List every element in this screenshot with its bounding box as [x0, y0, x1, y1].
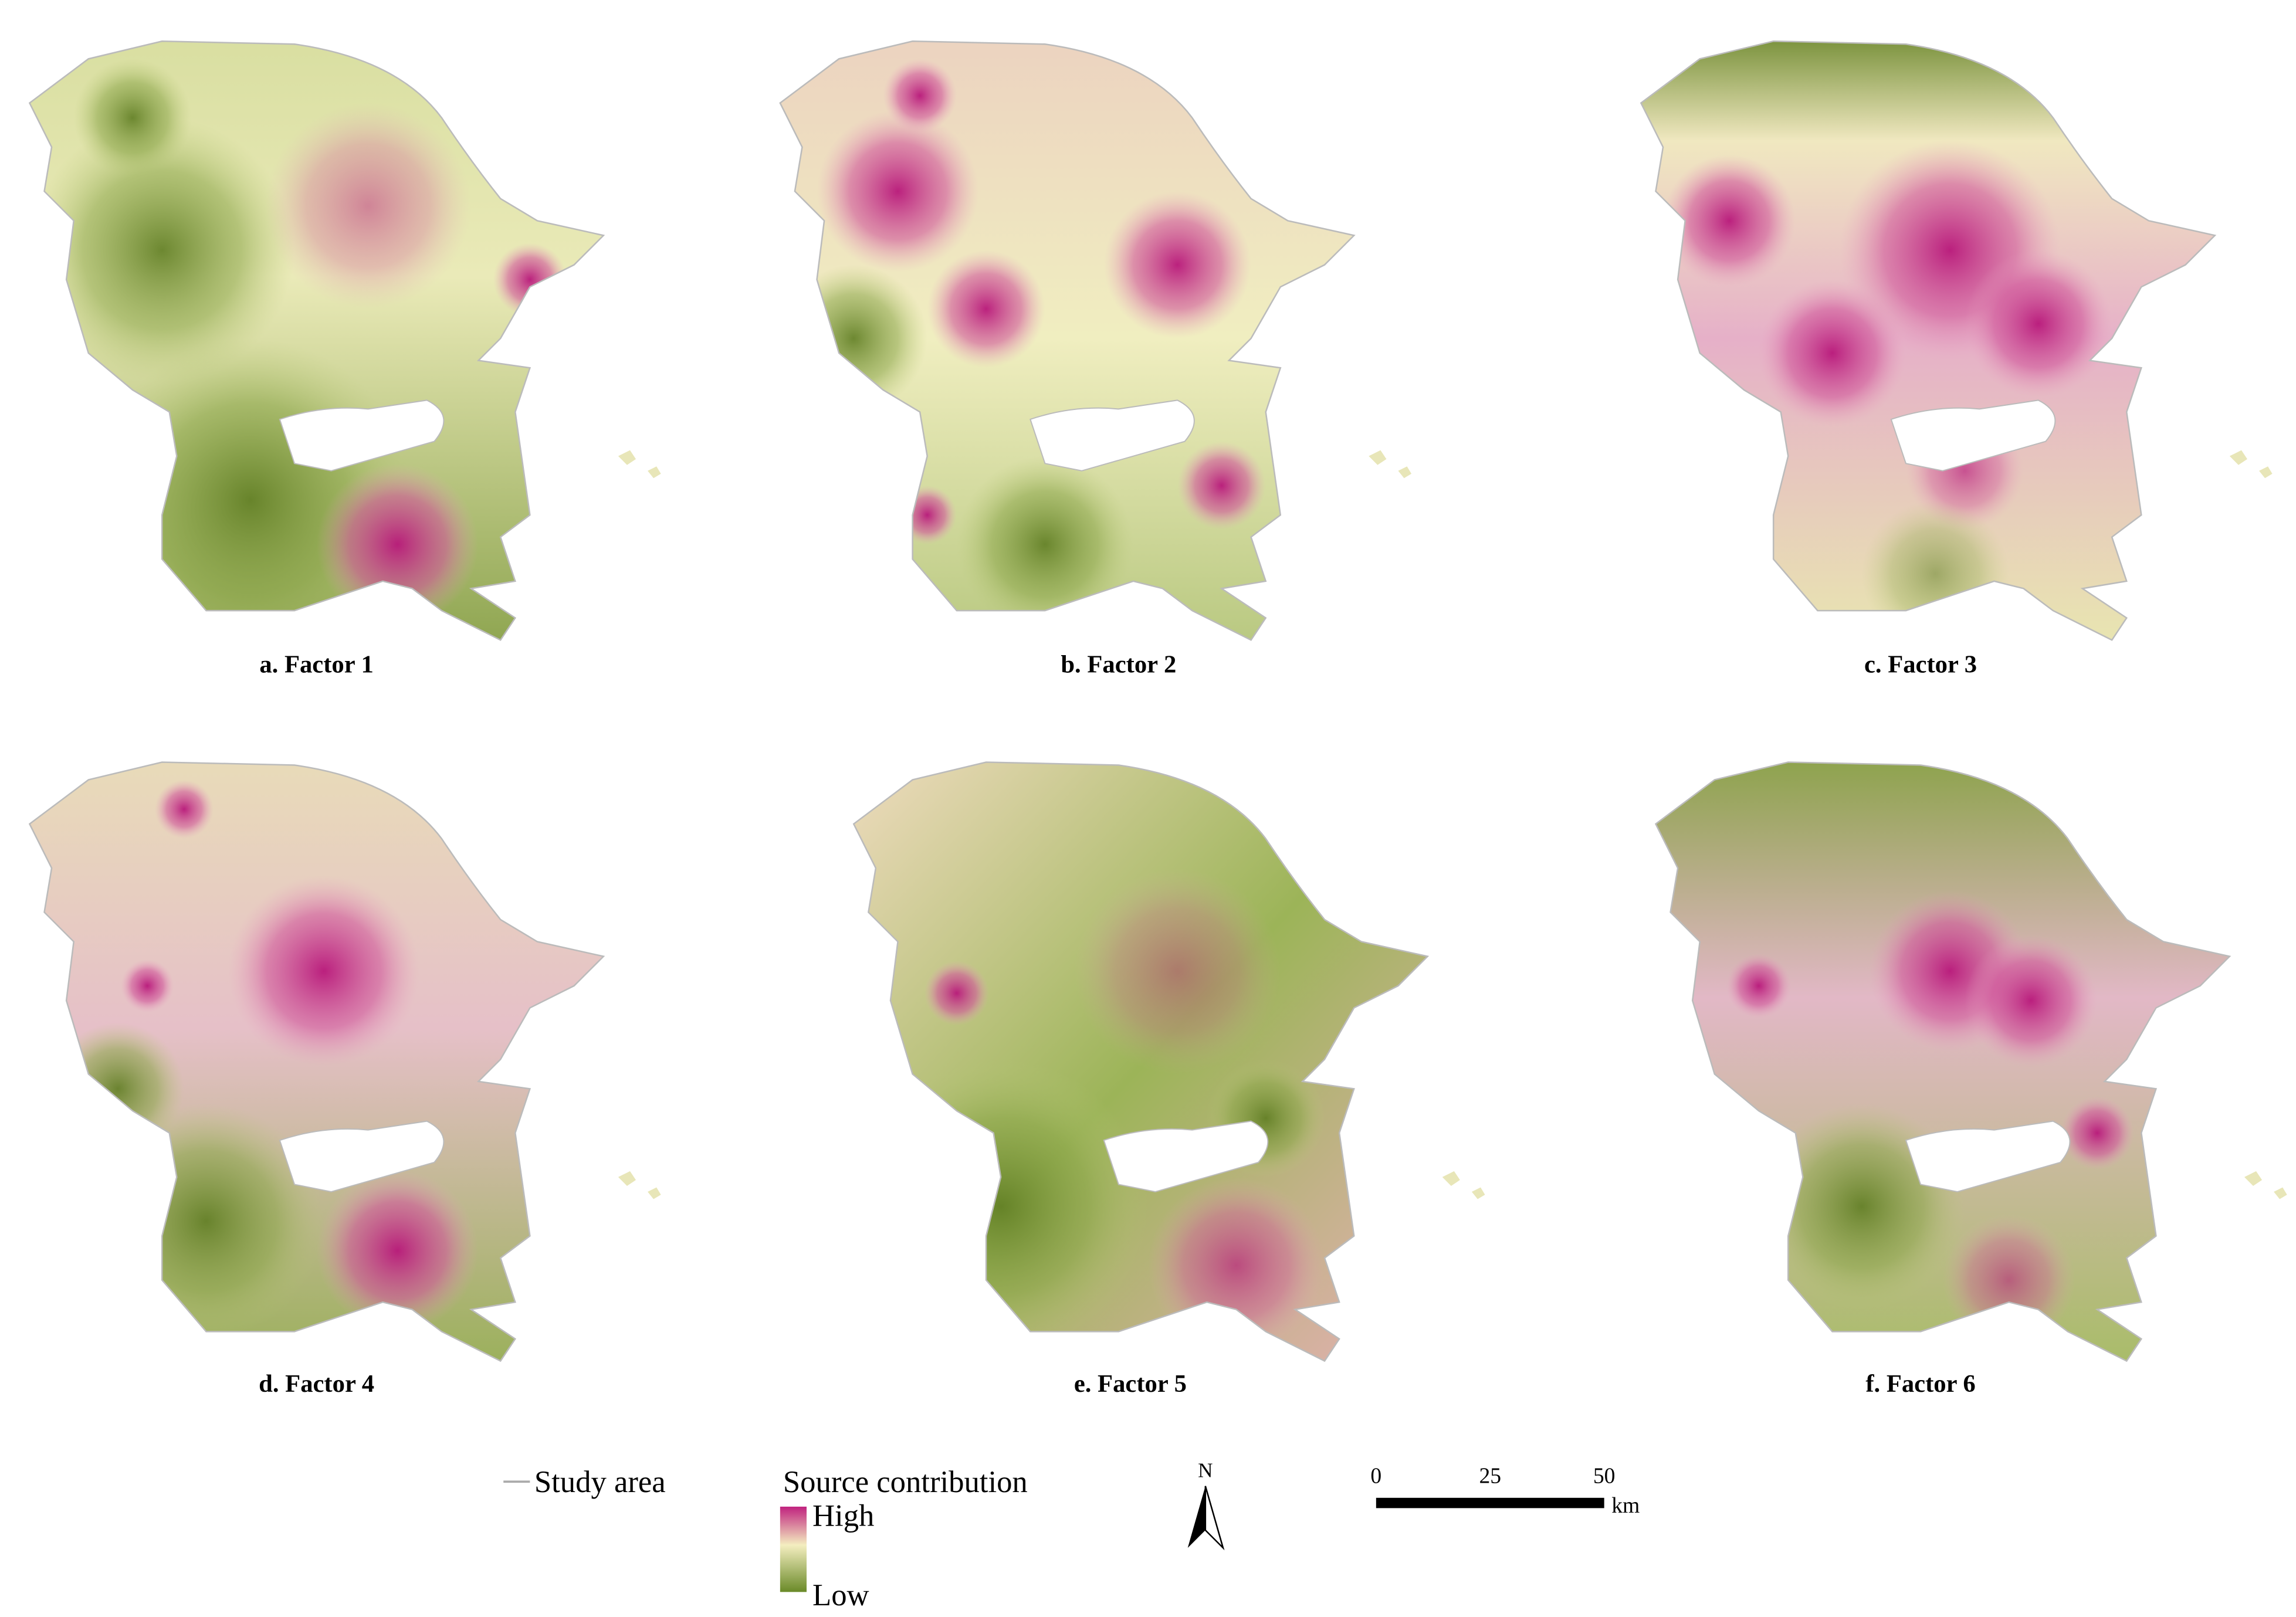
- scale-tick-label: 25: [1479, 1464, 1501, 1489]
- north-label: N: [1198, 1459, 1213, 1482]
- north-arrow: [1187, 1486, 1205, 1548]
- map-panel: [1640, 40, 2273, 641]
- legend-title: Source contribution: [783, 1465, 1028, 1499]
- scale-tick-label: 0: [1370, 1464, 1381, 1489]
- map-panel: [29, 40, 662, 641]
- map-panel: [853, 761, 1486, 1362]
- legend-low: Low: [812, 1578, 869, 1612]
- scale-unit: km: [1611, 1493, 1640, 1518]
- north-arrow: [1204, 1486, 1225, 1551]
- map-panel: [779, 40, 1413, 641]
- panel-caption: e. Factor 5: [1074, 1370, 1187, 1398]
- panel-caption: f. Factor 6: [1865, 1370, 1975, 1398]
- scale-tick-label: 50: [1593, 1464, 1616, 1489]
- map-panel: [1655, 761, 2288, 1362]
- scale-bar: [1376, 1497, 1604, 1508]
- panel-caption: d. Factor 4: [259, 1370, 374, 1398]
- panel-caption: c. Factor 3: [1864, 650, 1977, 678]
- panel-caption: b. Factor 2: [1061, 650, 1176, 678]
- panel-caption: a. Factor 1: [259, 650, 374, 678]
- legend-high: High: [812, 1499, 874, 1533]
- color-ramp: [780, 1506, 807, 1592]
- legend-label: Study area: [534, 1465, 666, 1499]
- map-panel: [29, 761, 662, 1362]
